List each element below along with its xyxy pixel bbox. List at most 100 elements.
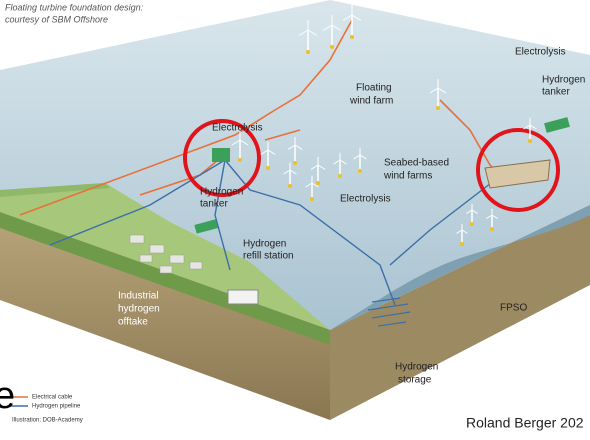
turbine-part [331, 24, 342, 31]
turbine-part [528, 139, 532, 143]
turbine-part [330, 45, 334, 49]
refill-station [227, 289, 259, 305]
label: Industrial [118, 291, 159, 302]
turbine [353, 147, 367, 173]
turbine-part [316, 181, 320, 185]
label: refill station [243, 251, 294, 262]
turbine-part [260, 149, 269, 155]
turbine-part [298, 29, 309, 36]
turbine-part [267, 149, 276, 155]
turbine-part [266, 166, 270, 170]
turbine-part [307, 29, 318, 36]
electrolysis-plant [212, 148, 230, 162]
turbine-part [338, 174, 342, 178]
turbines [231, 5, 537, 246]
hydrogen-tanker [544, 117, 570, 133]
turbine [287, 136, 303, 165]
fpso-ship [484, 159, 551, 189]
turbine-part [322, 24, 333, 31]
turbine [486, 208, 498, 231]
label: wind farms [383, 171, 432, 182]
turbine [342, 5, 362, 39]
turbine-part [470, 222, 474, 226]
turbine [333, 152, 347, 178]
label: Hydrogen [542, 75, 585, 86]
turbine [298, 20, 318, 54]
turbine-part [306, 50, 310, 54]
front-left-face [0, 212, 330, 420]
coast [0, 183, 110, 197]
label: wind farm [349, 96, 393, 107]
label: Hydrogen [395, 362, 438, 373]
turbine-part [231, 139, 241, 146]
highlight-circle [183, 119, 261, 197]
turbine-part [358, 169, 362, 173]
header-line: Floating turbine foundation design: [5, 2, 144, 12]
turbine-part [350, 35, 354, 39]
label: offtake [118, 317, 148, 328]
turbine-part [429, 87, 439, 94]
turbine-part [460, 242, 464, 246]
turbine [466, 203, 478, 226]
header-line: courtesy of SBM Offshore [5, 14, 108, 24]
hydrogen-tanker [194, 219, 218, 234]
turbine-part [283, 169, 291, 175]
turbine-part [456, 229, 463, 234]
turbine-part [437, 87, 447, 94]
turbine-part [294, 144, 303, 150]
turbine-part [310, 164, 319, 170]
turbine-part [310, 197, 314, 201]
industrial-buildings [129, 234, 203, 274]
turbine-part [317, 164, 326, 170]
label: Seabed-based [384, 158, 449, 169]
turbine-part [311, 182, 319, 188]
source: Roland Berger 202 [466, 415, 584, 431]
label: hydrogen [118, 304, 160, 315]
cut-letter: e [0, 375, 15, 417]
storage-cavern [367, 297, 411, 327]
highlight-circle [476, 128, 560, 212]
label: tanker [542, 87, 570, 98]
turbine-part [353, 154, 361, 160]
turbine [283, 162, 297, 188]
turbine [523, 117, 537, 143]
turbine-part [238, 158, 242, 162]
hydrogen-pipelines [49, 159, 496, 306]
turbine-part [351, 14, 362, 21]
turbine-part [466, 209, 473, 214]
turbine-part [289, 169, 297, 175]
turbine-part [359, 154, 367, 160]
turbine-part [339, 159, 347, 165]
turbine [305, 175, 319, 201]
turbine [231, 131, 249, 162]
label: Hydrogen [243, 239, 286, 250]
turbine-part [287, 144, 296, 150]
turbine-part [305, 182, 313, 188]
label: Floating [356, 83, 392, 94]
legend-label: Hydrogen pipeline [32, 404, 81, 410]
label: Hydrogen [200, 187, 243, 198]
turbine [310, 156, 326, 185]
grass-edge [0, 212, 330, 345]
label: Electrolysis [212, 123, 263, 134]
label: storage [398, 375, 432, 386]
turbine-part [342, 14, 353, 21]
turbine-part [490, 227, 494, 231]
label: Electrolysis [340, 194, 391, 205]
turbine-part [461, 229, 468, 234]
turbine-part [293, 161, 297, 165]
turbine [322, 15, 342, 49]
turbine-part [529, 124, 537, 130]
turbine-part [486, 214, 493, 219]
label: Electrolysis [515, 47, 566, 58]
legend-label: Electrical cable [32, 395, 73, 401]
turbine [456, 223, 468, 246]
label: tanker [200, 199, 228, 210]
turbine-part [436, 106, 440, 110]
turbine-part [491, 214, 498, 219]
turbine [429, 79, 447, 110]
turbine-part [523, 124, 531, 130]
turbine-part [333, 159, 341, 165]
turbine [260, 141, 276, 170]
